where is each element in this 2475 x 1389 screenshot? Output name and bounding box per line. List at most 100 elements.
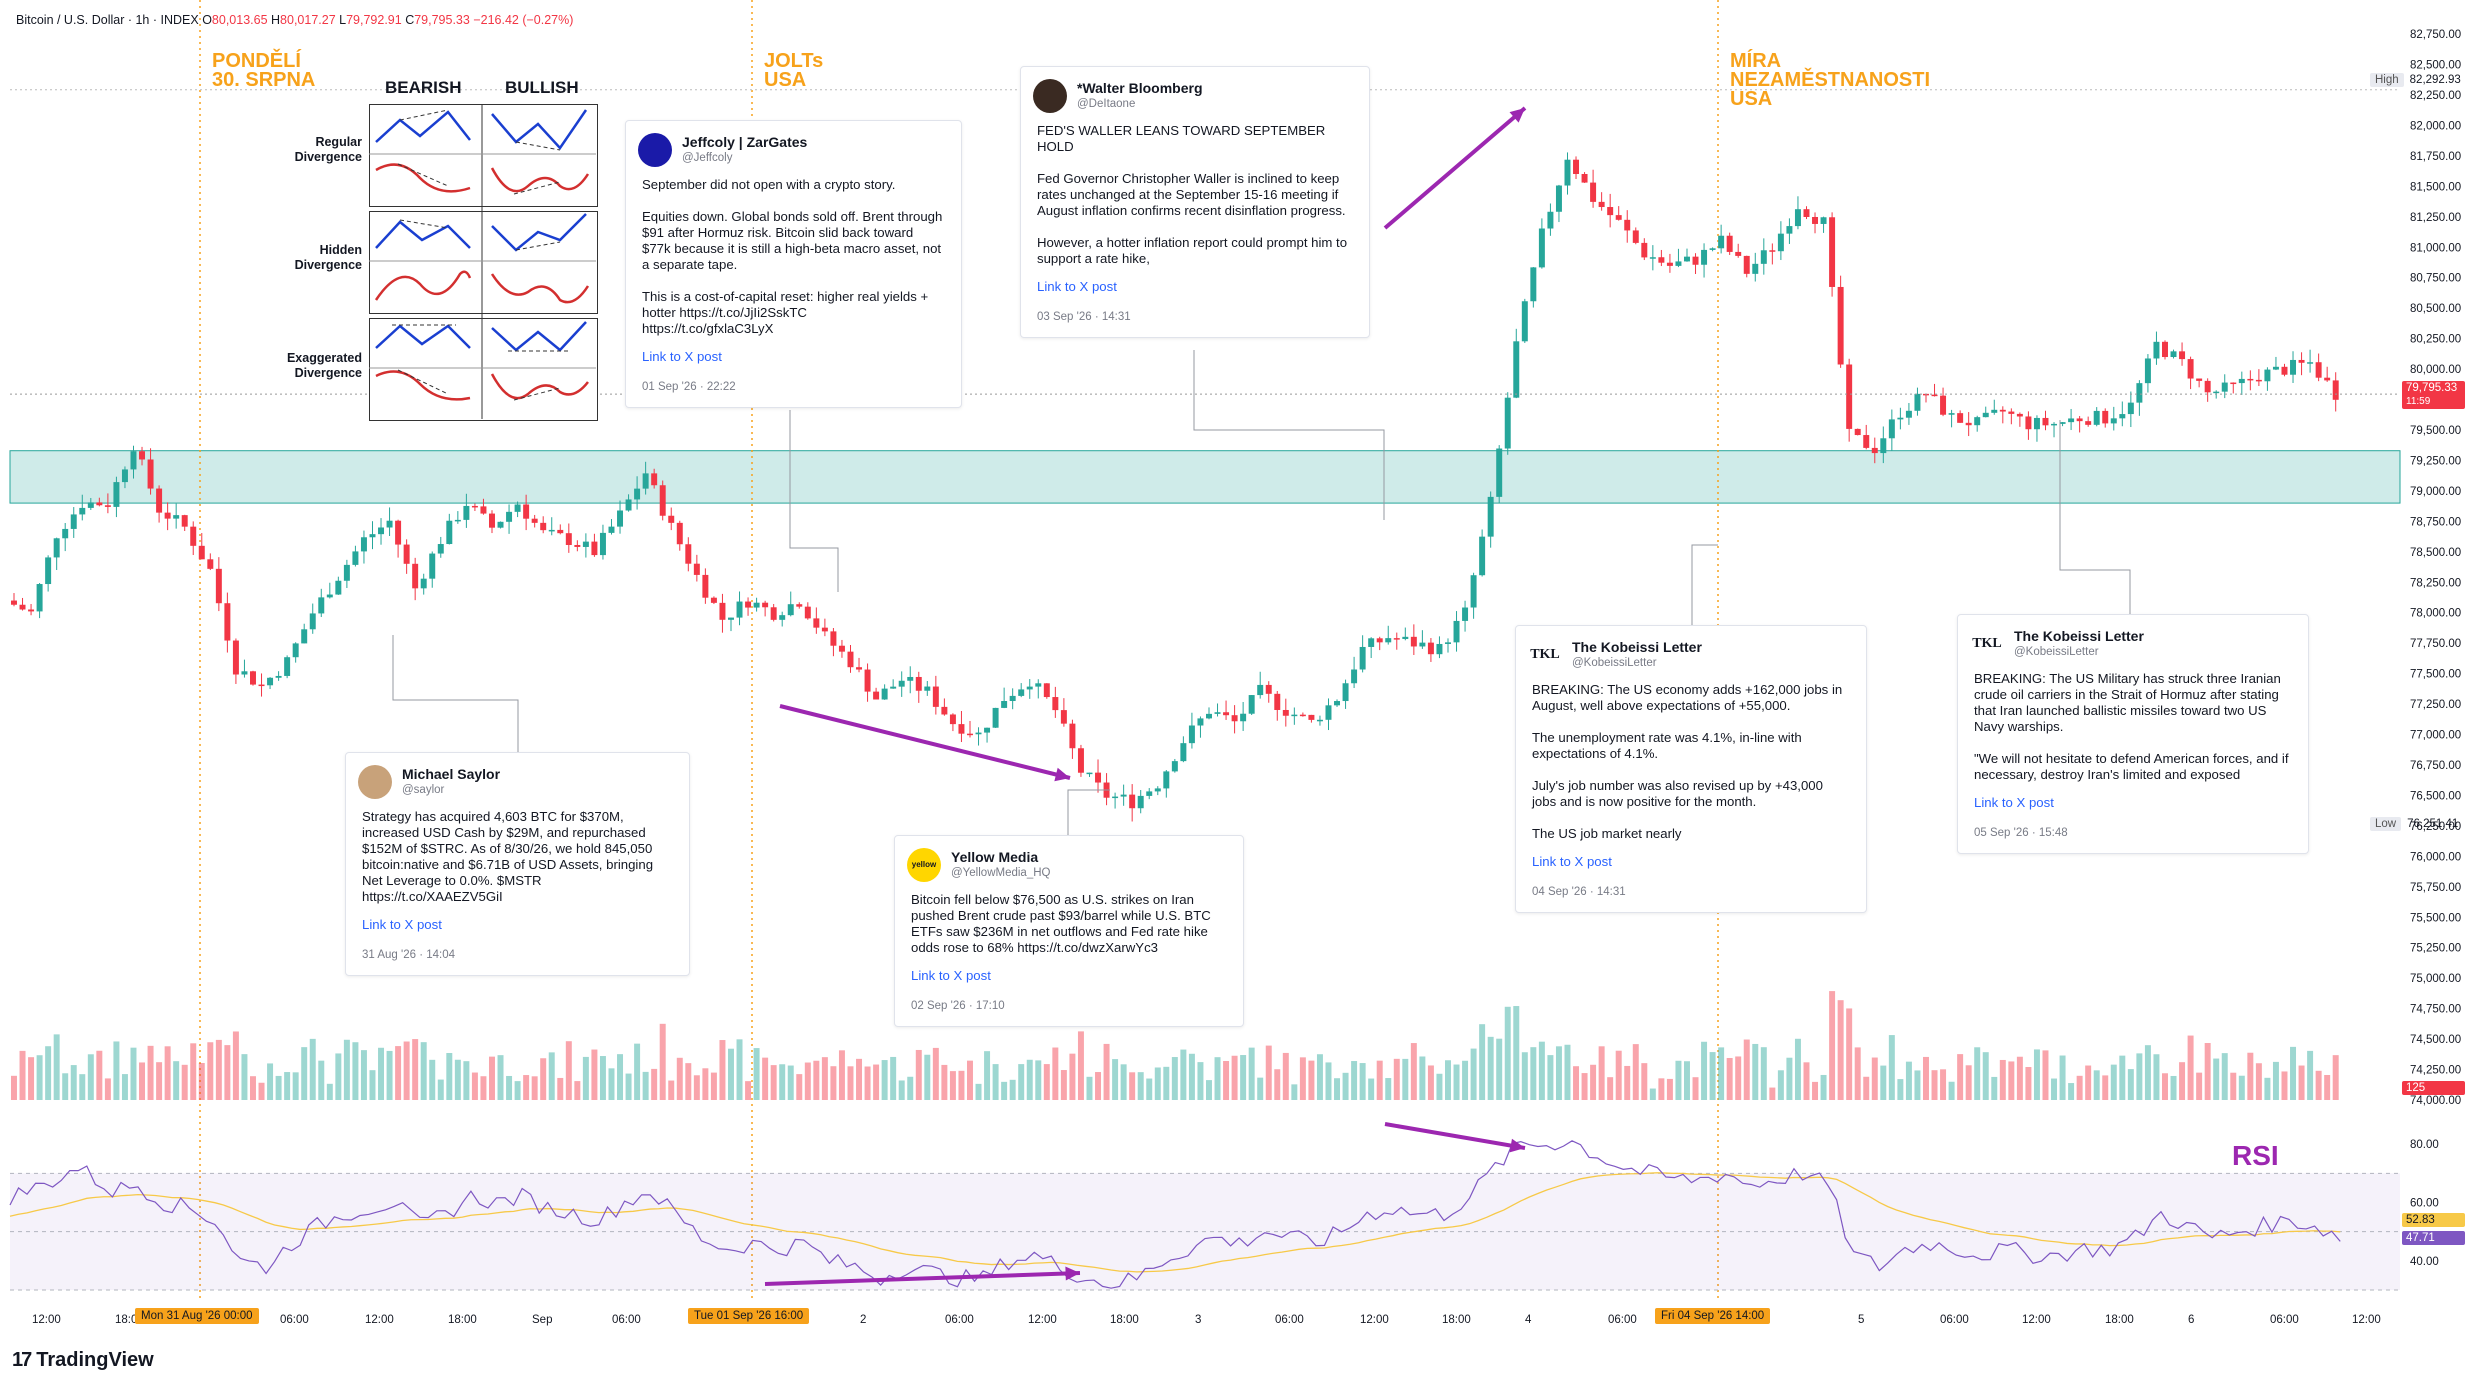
volume-bar [62, 1073, 69, 1100]
volume-bar [2076, 1075, 2083, 1100]
volume-bar [617, 1054, 624, 1100]
price-tick: 82,750.00 [2410, 29, 2461, 41]
news-card-yellow-media[interactable]: yellow Yellow Media @YellowMedia_HQ Bitco… [894, 835, 1244, 1027]
volume-bar [471, 1072, 478, 1100]
volume-bar [1308, 1060, 1315, 1100]
volume-bar [156, 1062, 163, 1100]
volume-bar [1052, 1047, 1059, 1100]
volume-bar [523, 1075, 530, 1100]
candle-body [898, 680, 905, 687]
post-date: 01 Sep '26 · 22:22 [642, 381, 736, 393]
candle-body [890, 686, 897, 689]
candle-body [574, 544, 581, 547]
volume-bar [258, 1082, 265, 1100]
close-value: 79,795.33 [414, 13, 470, 27]
post-link[interactable]: Link to X post [1532, 854, 1612, 869]
candle-body [881, 688, 888, 700]
candle-body [497, 521, 504, 528]
volume-bar [241, 1054, 248, 1100]
post-link[interactable]: Link to X post [1037, 279, 1117, 294]
news-card-saylor[interactable]: Michael Saylor @saylor Strategy has acqui… [345, 752, 690, 976]
volume-bar [864, 1066, 871, 1100]
volume-bar [2298, 1065, 2305, 1100]
post-link[interactable]: Link to X post [362, 917, 442, 932]
volume-bar [548, 1052, 555, 1100]
volume-bar [1206, 1080, 1212, 1100]
volume-bar [514, 1081, 521, 1100]
volume-bar [147, 1045, 154, 1100]
candle-body [958, 724, 965, 734]
candle-body [1445, 642, 1451, 644]
volume-bar [821, 1057, 828, 1100]
volume-bar [437, 1079, 444, 1100]
volume-bar [139, 1062, 146, 1100]
time-tick: 12:00 [1360, 1314, 1389, 1326]
volume-bar [915, 1049, 922, 1100]
candle-body [96, 502, 103, 506]
rsi-arrow-up-head [1065, 1266, 1080, 1281]
candle-body [352, 551, 359, 565]
candle-body [1436, 643, 1443, 655]
volume-bar [1231, 1055, 1238, 1100]
change-value: −216.42 (−0.27%) [473, 13, 574, 27]
candle-body [378, 527, 385, 535]
candle-body [1410, 636, 1417, 647]
volume-bar [1402, 1058, 1409, 1100]
time-tick: 18:00 [448, 1314, 477, 1326]
candle-body [1914, 393, 1921, 411]
candle-body [2144, 358, 2151, 384]
candle-body [736, 601, 743, 618]
candle-body [531, 518, 538, 523]
candle-body [2281, 366, 2288, 375]
volume-bar [2068, 1083, 2075, 1100]
candle-body [1982, 412, 1989, 418]
candle-body [2025, 416, 2032, 430]
candle-body [1863, 435, 1870, 448]
volume-bar [1018, 1064, 1025, 1100]
candle-body [386, 520, 393, 528]
volume-bar [2102, 1075, 2109, 1100]
post-body: FED'S WALLER LEANS TOWARD SEPTEMBER HOLD… [1037, 123, 1348, 266]
volume-bar [2085, 1065, 2092, 1100]
candle-body [79, 507, 86, 515]
candle-body [2332, 380, 2339, 400]
news-card-jeffcoly[interactable]: Jeffcoly | ZarGates @Jeffcoly September d… [625, 120, 962, 408]
support-zone [9, 450, 2401, 504]
volume-bar [2179, 1062, 2186, 1100]
volume-bar [2059, 1055, 2066, 1100]
volume-bar [949, 1071, 956, 1100]
candle-body [2051, 423, 2058, 426]
rsi-arrow-up [764, 1271, 1081, 1286]
candle-body [1675, 261, 1682, 266]
volume-bar [1325, 1062, 1332, 1100]
divergence-cheatsheet: BEARISH BULLISH Regular Divergence Hidde… [270, 78, 610, 423]
news-card-kobeissi-jobs[interactable]: TKL The Kobeissi Letter @KobeissiLetter B… [1515, 625, 1867, 913]
post-link[interactable]: Link to X post [642, 349, 722, 364]
volume-bar [463, 1061, 470, 1100]
candle-body [2307, 362, 2314, 364]
news-card-kobeissi-hormuz[interactable]: TKL The Kobeissi Letter @KobeissiLetter B… [1957, 614, 2309, 854]
candle-body [250, 671, 256, 685]
volume-bar [642, 1071, 649, 1100]
post-link[interactable]: Link to X post [911, 968, 991, 983]
volume-bar [11, 1075, 17, 1100]
candle-body [565, 533, 572, 545]
volume-bar [1137, 1072, 1144, 1100]
avatar: TKL [1970, 627, 2004, 661]
symbol-label: Bitcoin / U.S. Dollar · 1h · INDEX [16, 13, 199, 27]
post-link[interactable]: Link to X post [1974, 795, 2054, 810]
volume-bar [540, 1058, 547, 1100]
news-card-walter-bloomberg[interactable]: *Walter Bloomberg @DeItaone FED'S WALLER … [1020, 66, 1370, 338]
candle-body [557, 529, 564, 534]
volume-bar [1479, 1024, 1486, 1100]
volume-bar [634, 1043, 641, 1100]
event-label-monday: PONDĚLÍ 30. SRPNA [212, 50, 316, 91]
post-date: 02 Sep '26 · 17:10 [911, 1000, 1005, 1012]
candle-body [1666, 262, 1673, 266]
candle-body [1837, 286, 1844, 365]
volume-bar [1521, 1052, 1528, 1100]
volume-bar [728, 1048, 734, 1100]
volume-bar [719, 1040, 726, 1100]
volume-bar [2324, 1074, 2331, 1100]
volume-bar [2315, 1070, 2322, 1100]
